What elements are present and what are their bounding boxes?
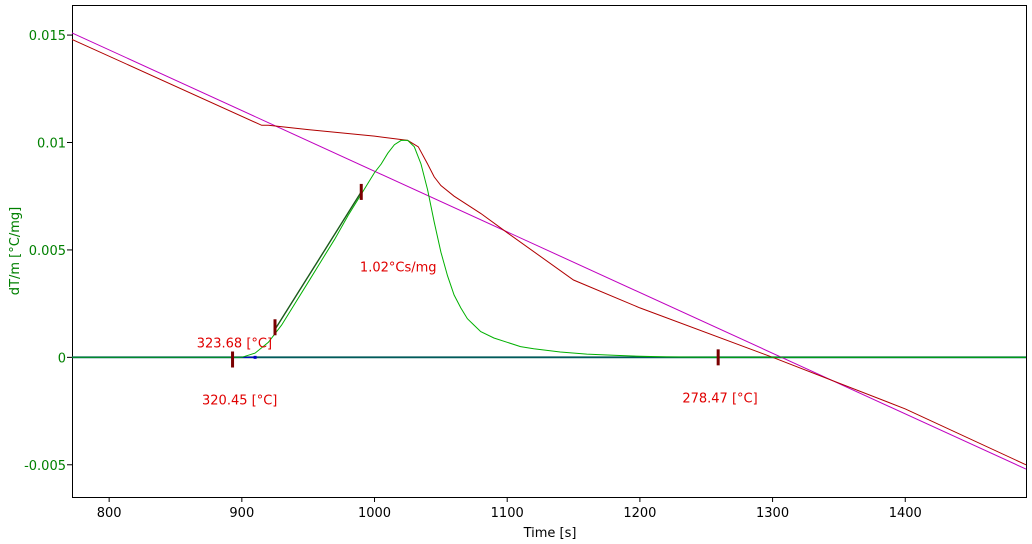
y-tick-label: -0.005 (24, 459, 66, 474)
temperature-curve-line (71, 38, 1027, 466)
annotation-label: 320.45 [°C] (202, 394, 277, 409)
annotation-label: 278.47 [°C] (682, 391, 757, 406)
y-axis: 0.015 0.01 0.005 0 -0.005 (24, 29, 72, 474)
annotation-label: 1.02°Cs/mg (360, 260, 437, 275)
y-tick-label: 0.015 (29, 29, 66, 44)
annotation-layer: 323.68 [°C] 320.45 [°C] 1.02°Cs/mg 278.47 [… (197, 260, 758, 408)
event-marker (231, 351, 235, 368)
x-tick-label: 900 (229, 506, 254, 521)
x-tick-label: 1000 (358, 506, 391, 521)
dtg-curve-line (72, 139, 1026, 358)
x-axis: 800 900 1000 1100 1200 1300 1400 (97, 497, 922, 521)
marker-layer (231, 183, 720, 368)
event-marker (253, 355, 257, 359)
tangent-line (274, 191, 362, 330)
event-marker (359, 183, 363, 200)
x-tick-label: 1400 (889, 506, 922, 521)
y-tick-label: 0.01 (37, 137, 66, 152)
event-marker (273, 319, 277, 336)
x-tick-label: 1100 (491, 506, 524, 521)
event-marker (716, 349, 720, 366)
x-tick-label: 800 (97, 506, 122, 521)
y-axis-title: dT/m [°C/mg] (8, 207, 23, 295)
x-tick-label: 1300 (756, 506, 789, 521)
reference-line-line (71, 32, 1027, 470)
y-tick-label: 0.005 (29, 244, 66, 259)
x-axis-title: Time [s] (523, 526, 577, 541)
series-layer (71, 32, 1027, 470)
y-tick-label: 0 (58, 351, 66, 366)
annotation-label: 323.68 [°C] (197, 337, 272, 352)
x-tick-label: 1200 (623, 506, 656, 521)
